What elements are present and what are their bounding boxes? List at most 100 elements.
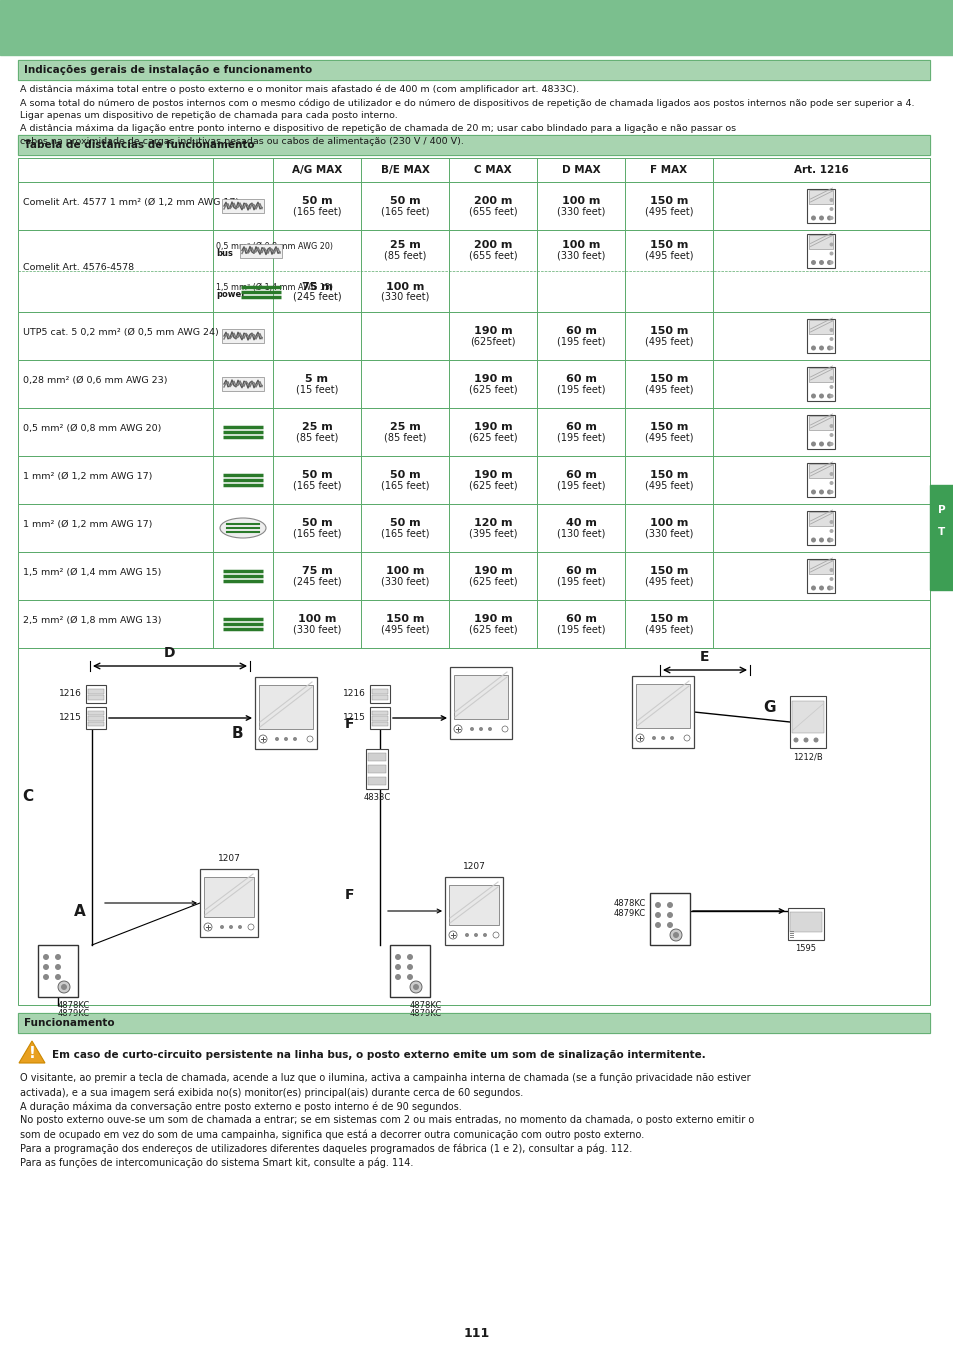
Text: (165 feet): (165 feet)	[380, 528, 429, 539]
Circle shape	[655, 902, 660, 909]
Text: 50 m: 50 m	[301, 518, 332, 528]
Circle shape	[828, 568, 833, 572]
Bar	[88, 717, 104, 721]
Circle shape	[828, 216, 833, 220]
Circle shape	[818, 441, 823, 447]
Text: Art. 1216: Art. 1216	[793, 165, 848, 176]
Circle shape	[669, 736, 673, 740]
Text: (165 feet): (165 feet)	[380, 481, 429, 490]
Bar	[806, 189, 835, 223]
Text: 100 m: 100 m	[297, 614, 335, 624]
Text: (330 feet): (330 feet)	[557, 207, 604, 216]
Circle shape	[810, 216, 815, 220]
Bar	[222, 377, 264, 392]
Bar	[18, 182, 929, 230]
Circle shape	[818, 261, 823, 265]
Circle shape	[828, 243, 833, 247]
Circle shape	[802, 737, 807, 742]
Text: (655 feet): (655 feet)	[468, 207, 517, 216]
Bar	[809, 320, 833, 333]
Text: (395 feet): (395 feet)	[468, 528, 517, 539]
Bar	[789, 934, 793, 936]
Bar	[809, 464, 833, 478]
Text: !: !	[29, 1046, 35, 1061]
Text: (330 feet): (330 feet)	[644, 528, 693, 539]
Text: (165 feet): (165 feet)	[293, 481, 341, 490]
Text: (165 feet): (165 feet)	[293, 528, 341, 539]
Bar	[18, 599, 929, 648]
Text: 60 m: 60 m	[565, 614, 596, 624]
Circle shape	[828, 424, 833, 428]
Bar	[789, 930, 793, 932]
Bar	[366, 749, 388, 788]
Text: F MAX: F MAX	[650, 165, 687, 176]
Text: (625 feet): (625 feet)	[468, 432, 517, 441]
Circle shape	[204, 923, 212, 932]
Text: (495 feet): (495 feet)	[644, 432, 693, 441]
Text: 150 m: 150 m	[649, 614, 687, 624]
Text: (495 feet): (495 feet)	[644, 251, 693, 261]
Text: 5 m: 5 m	[305, 374, 328, 383]
Text: 1 mm² (Ø 1,2 mm AWG 17): 1 mm² (Ø 1,2 mm AWG 17)	[23, 472, 152, 482]
Circle shape	[449, 931, 456, 940]
Circle shape	[237, 925, 242, 929]
Bar	[18, 135, 929, 155]
Circle shape	[810, 586, 815, 590]
Text: 2,5 mm² (Ø 1,8 mm AWG 13): 2,5 mm² (Ø 1,8 mm AWG 13)	[23, 617, 161, 625]
Bar	[88, 722, 104, 726]
Text: cabos na proximidade de cargas indutivas pesadas ou cabos de alimentação (230 V : cabos na proximidade de cargas indutivas…	[20, 136, 463, 146]
Bar	[222, 329, 264, 343]
Circle shape	[826, 261, 831, 265]
Circle shape	[501, 726, 507, 732]
Circle shape	[454, 725, 461, 733]
Circle shape	[828, 346, 833, 350]
Circle shape	[274, 737, 278, 741]
Bar	[18, 230, 929, 312]
Bar	[806, 234, 835, 267]
Bar	[18, 552, 929, 599]
Bar	[809, 512, 833, 526]
Bar	[444, 878, 502, 945]
Bar	[631, 676, 693, 748]
Circle shape	[655, 913, 660, 918]
Bar	[88, 688, 104, 694]
Text: 4878KC: 4878KC	[410, 1000, 442, 1010]
Bar	[809, 560, 833, 574]
Text: 1595: 1595	[795, 944, 816, 953]
Circle shape	[482, 933, 486, 937]
Text: 4833C: 4833C	[363, 792, 390, 802]
Circle shape	[220, 925, 224, 929]
Text: Para a programação dos endereços de utilizadores diferentes daqueles programados: Para a programação dos endereços de util…	[20, 1143, 632, 1153]
Circle shape	[828, 198, 833, 202]
Circle shape	[818, 586, 823, 590]
Text: UTP5 cat. 5 0,2 mm² (Ø 0,5 mm AWG 24): UTP5 cat. 5 0,2 mm² (Ø 0,5 mm AWG 24)	[23, 328, 218, 338]
Text: 40 m: 40 m	[565, 518, 596, 528]
Bar	[0, 0, 953, 55]
Text: Comelit Art. 4577 1 mm² (Ø 1,2 mm AWG 17): Comelit Art. 4577 1 mm² (Ø 1,2 mm AWG 17…	[23, 198, 239, 208]
Circle shape	[828, 261, 833, 265]
Circle shape	[810, 346, 815, 351]
Circle shape	[818, 537, 823, 543]
Circle shape	[478, 728, 482, 730]
Text: (625 feet): (625 feet)	[468, 576, 517, 586]
Text: (625feet): (625feet)	[470, 336, 516, 346]
Text: 100 m: 100 m	[561, 240, 599, 251]
Circle shape	[464, 933, 469, 937]
Text: (330 feet): (330 feet)	[293, 624, 341, 634]
Bar	[789, 933, 793, 934]
Circle shape	[293, 737, 296, 741]
Circle shape	[828, 490, 833, 494]
Circle shape	[810, 537, 815, 543]
Text: (625 feet): (625 feet)	[468, 624, 517, 634]
Text: 1215: 1215	[343, 714, 366, 722]
Circle shape	[651, 736, 656, 740]
Text: C: C	[23, 788, 33, 805]
Text: (495 feet): (495 feet)	[380, 624, 429, 634]
Bar	[18, 135, 929, 155]
Bar	[18, 312, 929, 360]
Bar	[88, 695, 104, 701]
Text: 1216: 1216	[59, 690, 82, 698]
Text: 190 m: 190 m	[474, 374, 512, 383]
Text: (245 feet): (245 feet)	[293, 576, 341, 586]
Bar	[370, 684, 390, 703]
